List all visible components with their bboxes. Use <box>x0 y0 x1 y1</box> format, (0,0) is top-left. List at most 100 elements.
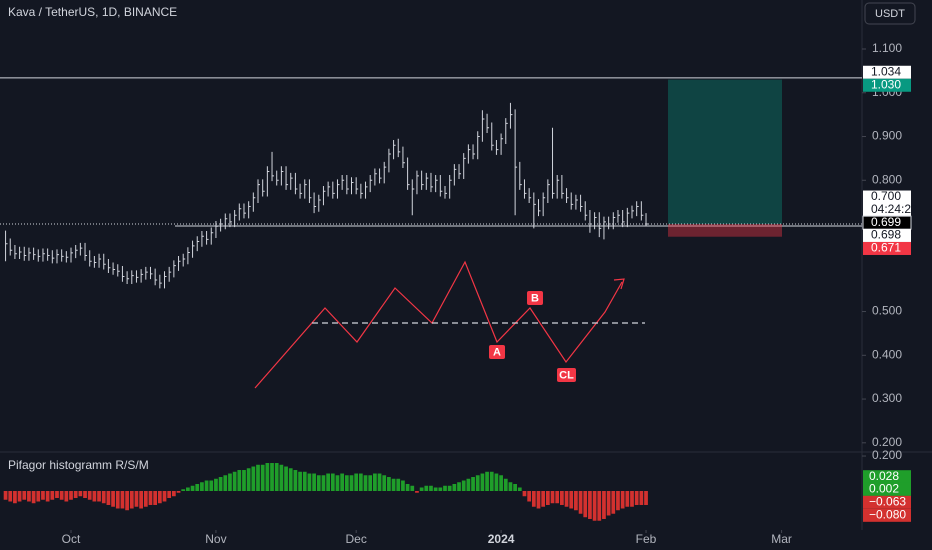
histogram-bar <box>125 491 129 511</box>
histogram-bar <box>494 473 499 491</box>
ohlc-bar <box>210 227 214 245</box>
ohlc-bar <box>318 194 321 212</box>
ohlc-bar <box>9 238 13 256</box>
pattern-label: B <box>531 292 539 304</box>
ohlc-bar <box>505 118 508 144</box>
histogram-bar <box>186 487 190 491</box>
ohlc-bar <box>117 264 120 277</box>
ohlc-bar <box>248 201 251 219</box>
histogram-bar <box>200 482 204 491</box>
histogram-bar <box>644 491 648 505</box>
y-tick-label: 0.800 <box>872 172 902 186</box>
ohlc-bar <box>154 268 158 286</box>
ohlc-bar <box>14 245 17 260</box>
histogram-bar <box>129 491 134 509</box>
indicator-label: 0.028 <box>869 469 899 483</box>
ohlc-bar <box>355 177 359 195</box>
histogram-bar <box>405 484 410 491</box>
histogram-bar <box>330 473 335 491</box>
histogram-bar <box>302 471 307 491</box>
histogram-bar <box>606 491 611 516</box>
histogram-bar <box>27 491 31 502</box>
ohlc-bar <box>266 166 270 197</box>
ohlc-bar <box>327 181 331 197</box>
histogram-bar <box>288 468 293 491</box>
histogram-bar <box>419 487 424 491</box>
x-tick-label: Dec <box>346 532 367 546</box>
histogram-bar <box>517 487 522 491</box>
histogram-bar <box>424 485 429 491</box>
histogram-bar <box>522 491 527 497</box>
ohlc-bar <box>477 131 480 160</box>
histogram-bar <box>316 475 321 491</box>
drawings <box>0 77 862 389</box>
ohlc-bar <box>23 246 27 261</box>
ohlc-bar <box>458 164 462 179</box>
histogram-bar <box>134 491 139 507</box>
indicator-title: Pifagor histogramm R/S/M <box>8 458 149 472</box>
ohlc-bar <box>196 236 200 252</box>
ohlc-bar <box>453 164 457 186</box>
histogram-bar <box>242 470 246 491</box>
ohlc-bar <box>243 203 246 219</box>
histogram-bar <box>466 478 471 491</box>
histogram-bar <box>377 473 382 491</box>
histogram-bar <box>588 491 592 519</box>
histogram-bar <box>443 485 447 491</box>
histogram-bar <box>527 491 532 502</box>
ohlc-bar <box>313 192 317 214</box>
histogram-bar <box>148 491 153 505</box>
histogram-bar <box>190 485 195 491</box>
histogram-bar <box>167 491 172 498</box>
ohlc-bar <box>598 212 602 238</box>
histogram-bar <box>340 473 345 491</box>
ohlc-bar <box>33 247 36 260</box>
histogram-bar <box>592 491 597 521</box>
ohlc-bar <box>294 172 298 195</box>
ohlc-bar <box>467 144 471 164</box>
histogram-bar <box>513 484 517 491</box>
histogram-bar <box>3 491 8 500</box>
histogram-bar <box>284 466 288 491</box>
indicator-label: −0.063 <box>869 494 906 508</box>
label-box <box>527 291 543 305</box>
ohlc-bar <box>463 153 466 179</box>
histogram-bar <box>485 471 489 491</box>
histogram-bar <box>228 473 232 491</box>
ohlc-bar <box>416 170 419 195</box>
histogram-bar <box>602 491 606 519</box>
histogram <box>3 463 648 521</box>
histogram-bar <box>503 478 508 491</box>
histogram-bar <box>171 491 176 497</box>
ohlc-bar <box>509 102 513 129</box>
histogram-bar <box>139 491 144 509</box>
countdown-label: 04:24:27 <box>871 202 918 216</box>
ohlc-bar <box>388 148 391 173</box>
ohlc-bar <box>126 271 130 284</box>
indicator-label-box <box>863 482 911 496</box>
ohlc-bar <box>98 253 102 268</box>
histogram-bar <box>471 477 475 491</box>
histogram-bar <box>265 463 270 491</box>
histogram-bar <box>55 491 59 498</box>
ohlc-bar <box>56 249 59 264</box>
histogram-bar <box>13 491 17 504</box>
x-tick-label: Feb <box>636 532 657 546</box>
ohlc-bar <box>19 246 22 260</box>
indicator-label: 0.002 <box>869 482 899 496</box>
histogram-bar <box>83 491 87 498</box>
ohlc-bar <box>271 151 275 182</box>
histogram-bar <box>536 491 541 509</box>
histogram-bar <box>78 491 83 497</box>
histogram-bar <box>541 491 546 507</box>
ohlc-bar <box>584 201 588 221</box>
currency-label[interactable]: USDT <box>875 8 905 20</box>
ohlc-bar <box>280 166 284 186</box>
currency-button[interactable] <box>864 2 916 25</box>
histogram-bar <box>560 491 564 505</box>
ohlc-bar <box>603 216 606 240</box>
ohlc-bar <box>37 249 41 262</box>
histogram-bar <box>162 491 167 502</box>
ohlc-bar <box>107 259 111 274</box>
pattern-label: A <box>493 346 501 358</box>
